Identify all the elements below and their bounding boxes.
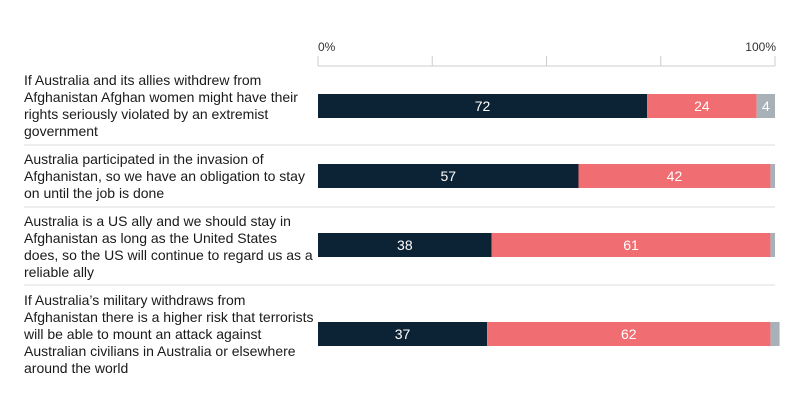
statement-label-1: If Australia and its allies withdrew fro…: [24, 72, 298, 139]
bar-value-label: 57: [440, 168, 456, 184]
bar-1-series-1: [318, 94, 648, 118]
bar-value-label: 42: [667, 168, 683, 184]
x-axis-ticks: 0% 100%: [318, 40, 776, 54]
statement-label-4: If Australia’s military withdraws from A…: [24, 292, 314, 376]
bar-value-label: 62: [621, 326, 637, 342]
bar-1-series-2: [647, 94, 757, 118]
bar-3-series-3: [770, 233, 775, 257]
statement-label-3: Australia is a US ally and we should sta…: [24, 213, 313, 280]
bar-3-series-2: [491, 233, 771, 257]
bar-1-series-3: [756, 94, 775, 118]
statement-label-2: Australia participated in the invasion o…: [24, 151, 305, 201]
bar-value-label: 38: [397, 237, 413, 253]
row-separators: [24, 144, 775, 286]
bar-2-series-3: [770, 164, 775, 188]
x-tick-label: 100%: [745, 40, 776, 54]
bar-2-series-2: [578, 164, 771, 188]
bar-3-series-1: [318, 233, 492, 257]
bar-value-label: 37: [395, 326, 411, 342]
bar-2-series-1: [318, 164, 579, 188]
bar-value-label: 61: [623, 237, 639, 253]
bar-value-label: 24: [694, 98, 710, 114]
bar-value-label: 72: [475, 98, 491, 114]
bars: 72 24 4 57 42 38 61 37 62: [318, 94, 780, 346]
gridlines: [317, 56, 776, 67]
x-tick-label: 0%: [318, 40, 336, 54]
bar-4-series-1: [318, 322, 488, 346]
bar-4-series-3: [770, 322, 780, 346]
bar-value-label: 4: [762, 98, 770, 114]
bar-4-series-2: [487, 322, 771, 346]
